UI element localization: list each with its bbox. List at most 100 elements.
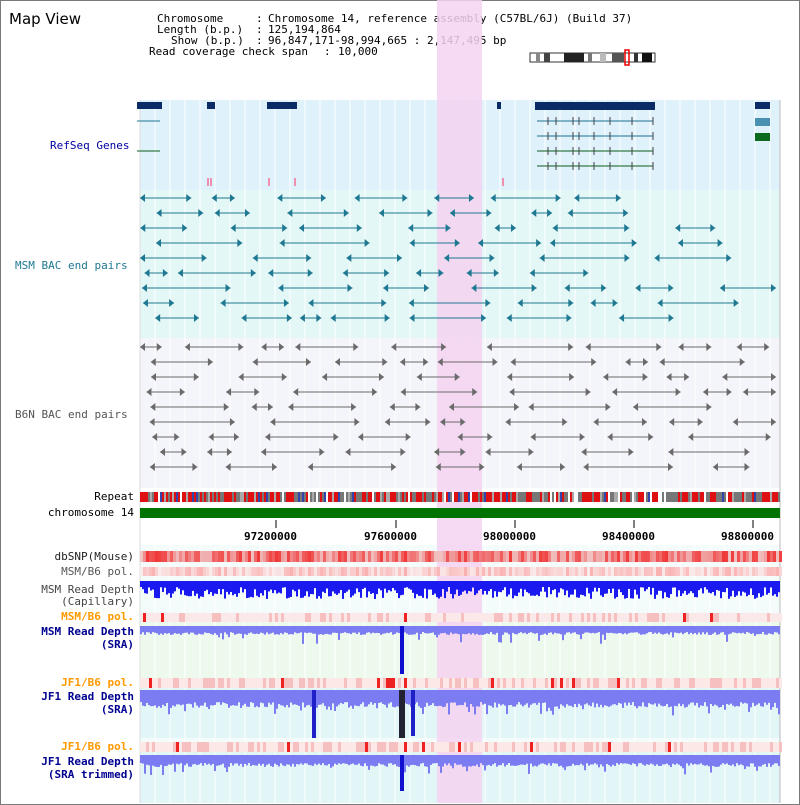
depth-bar — [692, 690, 694, 703]
pol-cell — [503, 742, 506, 752]
dbsnp-cell — [584, 551, 587, 562]
dbsnp-cell — [530, 551, 533, 562]
depth-bar — [260, 755, 262, 766]
dbsnp-cell — [368, 551, 371, 562]
depth-bar — [266, 581, 268, 599]
pol-cell — [671, 567, 674, 576]
dbsnp-cell — [653, 551, 656, 562]
depth-bar — [432, 690, 434, 704]
pol-cell — [632, 567, 635, 576]
pol-cell — [350, 678, 353, 688]
depth-bar — [618, 755, 620, 765]
bac-end-marker — [591, 358, 597, 366]
msm-read-depth-capillary-label[interactable]: MSM Read Depth — [41, 583, 134, 596]
bac-end-marker — [334, 358, 340, 366]
repeat-segment — [306, 492, 308, 502]
depth-bar — [228, 581, 230, 595]
jf1-read-depth-trimmed-label[interactable]: JF1 Read Depth — [41, 755, 134, 768]
pol-cell — [587, 567, 590, 576]
bac-end-marker — [460, 448, 466, 456]
pol-cell — [773, 613, 776, 622]
depth-bar — [534, 581, 536, 596]
repeat-label[interactable]: Repeat — [94, 490, 134, 503]
depth-bar — [190, 690, 192, 705]
pol-cell — [305, 742, 308, 752]
depth-bar — [220, 755, 222, 765]
msm-b6-pol-sra-label[interactable]: MSM/B6 pol. — [61, 610, 134, 623]
jf1-b6-pol-label[interactable]: JF1/B6 pol. — [61, 676, 134, 689]
depth-bar — [288, 626, 290, 635]
depth-bar — [718, 581, 720, 591]
msm-bac-label[interactable]: MSM BAC end pairs — [15, 259, 128, 272]
depth-bar — [506, 581, 508, 597]
depth-bar — [560, 755, 562, 766]
pol-cell — [500, 678, 503, 688]
pol-cell — [566, 742, 569, 752]
depth-bar — [644, 755, 646, 766]
pol-cell — [707, 567, 710, 576]
b6n-bac-label[interactable]: B6N BAC end pairs — [15, 408, 128, 421]
pol-cell — [188, 678, 191, 688]
pol-cell — [317, 567, 320, 576]
jf1-read-depth-sra-label[interactable]: JF1 Read Depth — [41, 690, 134, 703]
depth-bar — [334, 690, 336, 711]
repeat-segment — [602, 492, 604, 502]
dbsnp-label[interactable]: dbSNP(Mouse) — [54, 550, 134, 563]
depth-bar — [394, 690, 396, 708]
repeat-segment — [310, 492, 312, 502]
depth-bar — [614, 581, 616, 599]
chromosome-label[interactable]: chromosome 14 — [47, 506, 134, 519]
repeat-segment — [488, 492, 490, 502]
msm-read-depth-sra-label[interactable]: MSM Read Depth — [41, 625, 134, 638]
pol-cell — [200, 678, 203, 688]
depth-bar — [458, 755, 460, 765]
depth-bar — [478, 581, 480, 591]
dbsnp-cell — [392, 551, 395, 562]
pol-cell — [146, 742, 149, 752]
repeat-segment — [286, 492, 288, 502]
pol-cell — [623, 742, 626, 752]
repeat-segment — [184, 492, 186, 502]
pol-cell — [503, 613, 506, 622]
depth-bar — [336, 755, 338, 765]
bac-end-marker — [641, 418, 647, 426]
depth-bar — [652, 626, 654, 634]
depth-bar — [528, 626, 530, 633]
repeat-segment — [146, 492, 148, 502]
depth-bar — [266, 626, 268, 633]
depth-bar — [620, 690, 622, 704]
depth-bar — [216, 581, 218, 594]
pol-cell — [653, 678, 656, 688]
pol-cell — [707, 742, 710, 752]
depth-bar — [384, 581, 386, 589]
jf1-b6-pol-trimmed-label[interactable]: JF1/B6 pol. — [61, 740, 134, 753]
depth-bar — [470, 626, 472, 635]
pol-cell — [311, 567, 314, 576]
depth-bar — [508, 581, 510, 595]
bac-end-marker — [605, 403, 611, 411]
depth-bar — [592, 626, 594, 633]
pol-cell — [170, 613, 173, 622]
depth-bar — [172, 755, 174, 764]
dbsnp-cell — [689, 551, 692, 562]
repeat-segment — [698, 492, 700, 502]
bac-end-marker — [492, 358, 498, 366]
refseq-genes-label[interactable]: RefSeq Genes — [50, 139, 130, 152]
bac-end-marker — [668, 284, 674, 292]
bac-end-marker — [384, 418, 390, 426]
depth-bar — [754, 755, 756, 767]
pol-cell — [410, 613, 413, 622]
depth-bar — [730, 755, 732, 766]
dbsnp-cell — [311, 551, 314, 562]
msm-b6-pol-label[interactable]: MSM/B6 pol. — [61, 565, 134, 578]
depth-bar — [680, 690, 682, 707]
bac-end-marker — [539, 254, 545, 262]
repeat-segment — [348, 492, 350, 502]
msm-read-depth-sra-sublabel: (SRA) — [100, 638, 134, 651]
depth-bar — [604, 581, 606, 594]
bac-end-marker — [517, 299, 523, 307]
repeat-segment — [272, 492, 274, 502]
pol-cell — [686, 567, 689, 576]
pol-cell — [500, 567, 503, 576]
